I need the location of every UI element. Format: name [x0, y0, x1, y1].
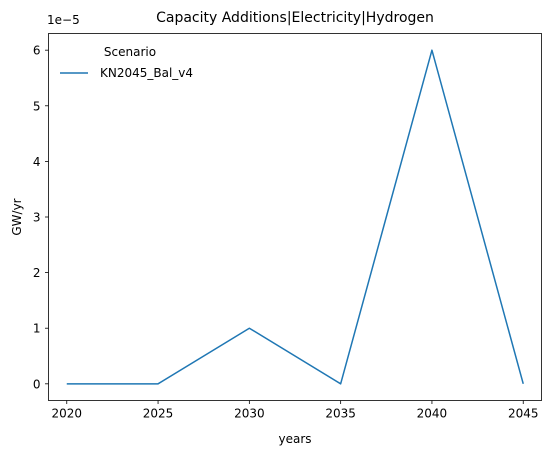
plot-frame	[48, 33, 542, 401]
legend-entry-label: KN2045_Bal_v4	[100, 66, 193, 80]
x-tick-label: 2025	[143, 407, 174, 421]
plot-series	[66, 49, 524, 385]
y-tick-label: 1	[33, 322, 41, 336]
x-axis-label: years	[278, 432, 311, 446]
chart-title: Capacity Additions|Electricity|Hydrogen	[156, 10, 434, 26]
y-axis-label: GW/yr	[10, 198, 24, 235]
y-tick-label: 2	[33, 266, 41, 280]
axis-ticks: 2020 2025 2030 2035 2040 2045 0 1 2 3 4 5 6	[33, 44, 539, 421]
legend: Scenario KN2045_Bal_v4	[60, 45, 193, 80]
series-line	[66, 49, 524, 385]
y-tick-label: 3	[33, 211, 41, 225]
x-tick-label: 2035	[325, 407, 356, 421]
y-tick-label: 5	[33, 99, 41, 113]
x-tick-label: 2020	[51, 407, 82, 421]
x-tick-label: 2030	[234, 407, 265, 421]
y-tick-label: 0	[33, 377, 41, 391]
y-tick-label: 4	[33, 155, 41, 169]
x-tick-label: 2040	[417, 407, 448, 421]
y-tick-label: 6	[33, 44, 41, 58]
legend-title: Scenario	[104, 45, 156, 59]
y-axis-offset-label: 1e−5	[47, 13, 80, 27]
x-tick-label: 2045	[508, 407, 539, 421]
